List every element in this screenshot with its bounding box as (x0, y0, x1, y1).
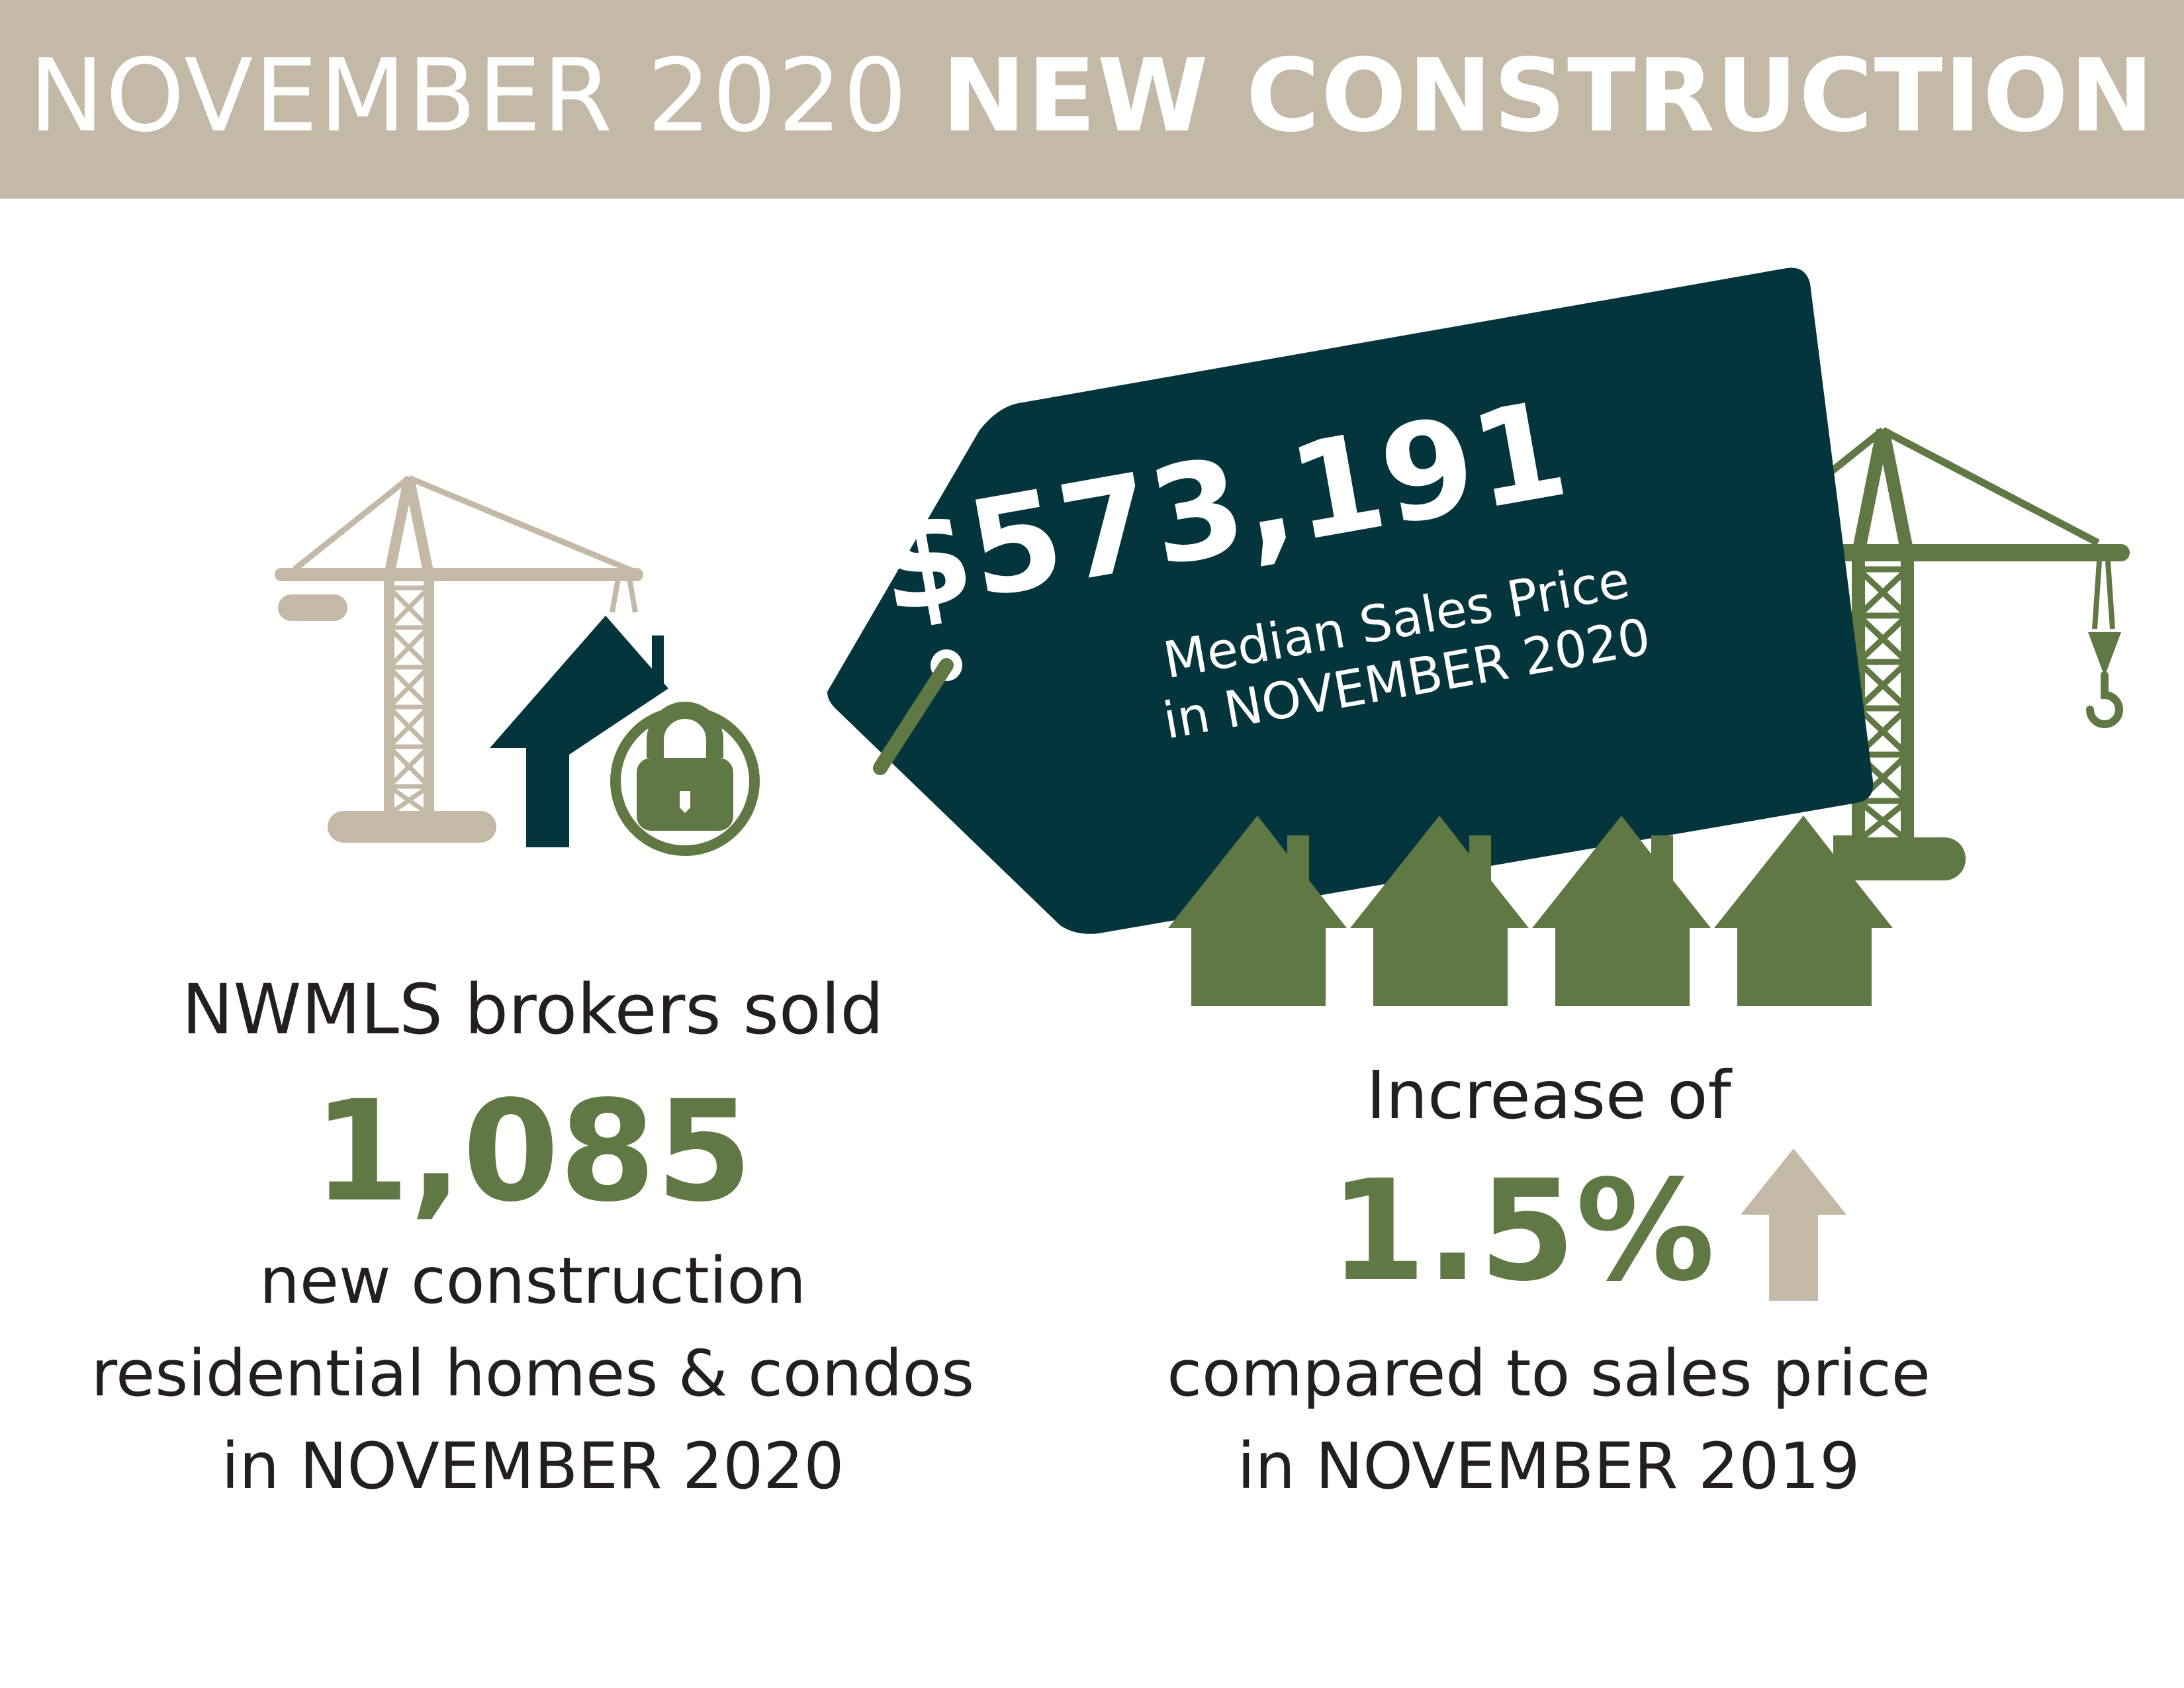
crane-base (328, 811, 496, 843)
header-banner: NOVEMBER 2020 NEW CONSTRUCTION (0, 0, 2184, 199)
units-sold-line1: new construction (259, 1244, 806, 1318)
units-sold-value: 1,085 (312, 1070, 753, 1233)
increase-line1: compared to sales price (1167, 1336, 1931, 1411)
sold-intro: NWMLS brokers sold (181, 969, 884, 1050)
crane-base (1837, 837, 1966, 880)
house-lock-icon (490, 616, 764, 861)
tower-crane-icon (275, 475, 643, 817)
page-title: NOVEMBER 2020 NEW CONSTRUCTION (0, 0, 2184, 199)
increase-period: in NOVEMBER 2019 (1237, 1429, 1860, 1503)
house-row-icon (1168, 816, 1893, 1006)
title-topic: NEW CONSTRUCTION (941, 37, 2156, 154)
counterweight (278, 594, 347, 621)
illustration: $573,191 Median Sales Price in NOVEMBER … (275, 267, 2130, 1006)
price-tag-icon: $573,191 Median Sales Price in NOVEMBER … (827, 267, 1874, 934)
hook-block (2088, 632, 2121, 677)
units-sold-line2: residential homes & condos (91, 1336, 975, 1411)
units-sold-period: in NOVEMBER 2020 (221, 1429, 844, 1503)
title-date: NOVEMBER 2020 (28, 37, 909, 154)
increase-value: 1.5% (1329, 1150, 1715, 1312)
increase-intro: Increase of (1366, 1056, 1731, 1134)
up-arrow-icon (1741, 1149, 1846, 1301)
